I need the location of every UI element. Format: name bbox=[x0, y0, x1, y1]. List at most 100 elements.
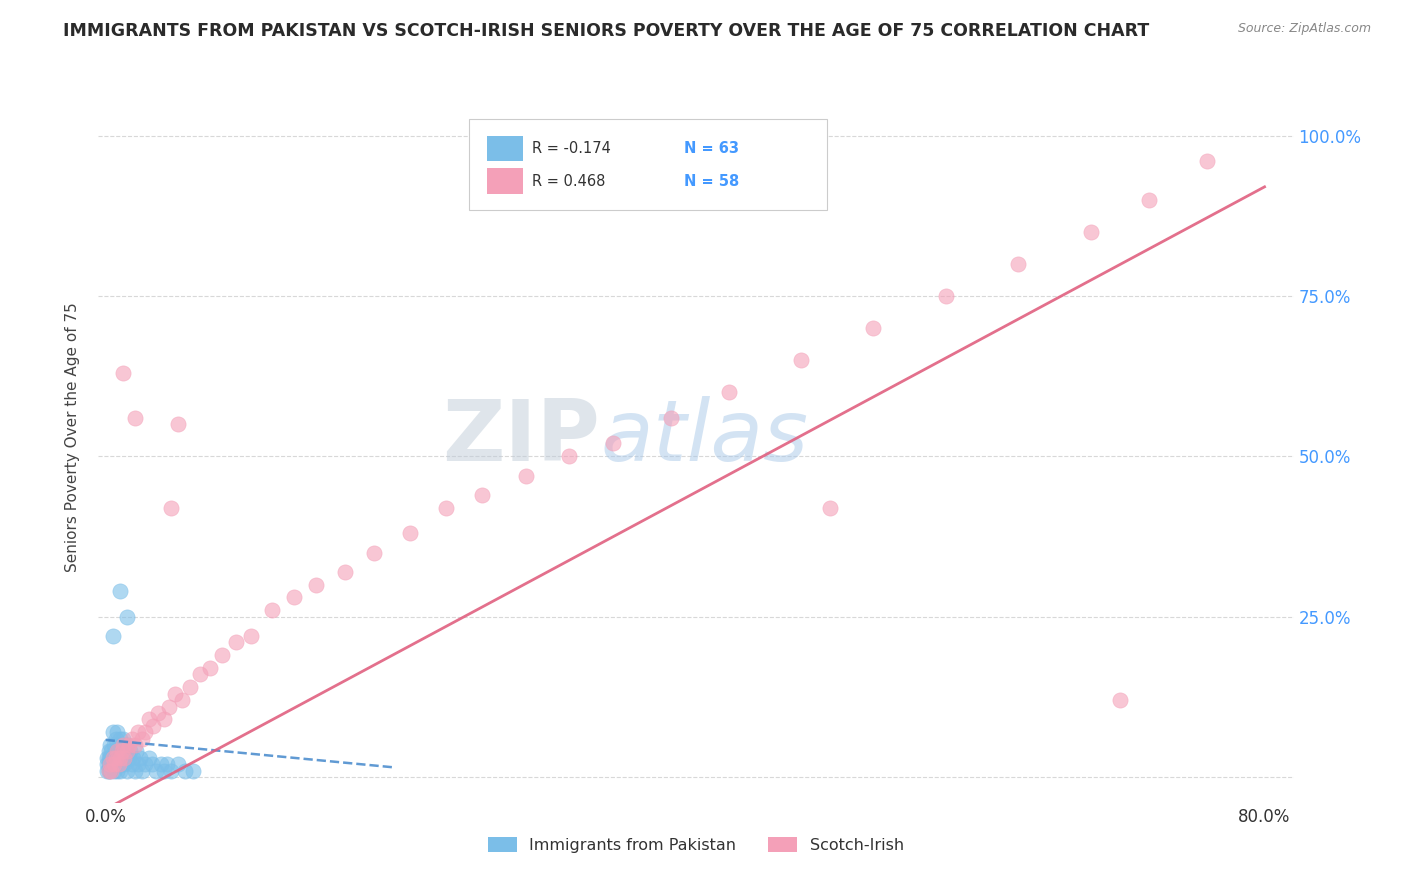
Bar bbox=[486, 168, 523, 194]
Point bbox=[114, 751, 136, 765]
Point bbox=[114, 738, 136, 752]
Point bbox=[1137, 193, 1160, 207]
Point bbox=[118, 751, 141, 765]
Point bbox=[97, 751, 120, 765]
Point bbox=[112, 738, 135, 752]
Point bbox=[138, 712, 160, 726]
Point bbox=[108, 751, 131, 765]
Point bbox=[120, 744, 142, 758]
Text: N = 63: N = 63 bbox=[685, 142, 740, 156]
Point bbox=[124, 764, 146, 778]
Point bbox=[101, 629, 124, 643]
Point bbox=[558, 450, 581, 464]
Point bbox=[935, 289, 957, 303]
Point bbox=[179, 681, 201, 695]
Point bbox=[1195, 154, 1218, 169]
Point bbox=[96, 757, 118, 772]
Point bbox=[305, 577, 328, 591]
Point bbox=[157, 699, 180, 714]
Point bbox=[399, 526, 422, 541]
Point bbox=[717, 385, 740, 400]
Point bbox=[121, 757, 143, 772]
Point bbox=[100, 751, 122, 765]
Point bbox=[108, 584, 131, 599]
Point bbox=[98, 757, 121, 772]
Point bbox=[101, 751, 124, 765]
Text: N = 58: N = 58 bbox=[685, 174, 740, 188]
Point bbox=[98, 738, 121, 752]
Point bbox=[434, 500, 457, 515]
Point bbox=[333, 565, 356, 579]
Point bbox=[103, 751, 125, 765]
Text: Source: ZipAtlas.com: Source: ZipAtlas.com bbox=[1237, 22, 1371, 36]
Point bbox=[112, 731, 135, 746]
Point bbox=[155, 757, 177, 772]
Point bbox=[112, 751, 135, 765]
Bar bbox=[486, 136, 523, 161]
Point bbox=[107, 757, 129, 772]
Point bbox=[105, 744, 128, 758]
Point bbox=[97, 757, 120, 772]
Point bbox=[100, 764, 122, 778]
Point bbox=[515, 468, 537, 483]
Point bbox=[103, 764, 125, 778]
Point bbox=[283, 591, 305, 605]
Text: atlas: atlas bbox=[600, 395, 808, 479]
Point bbox=[146, 706, 169, 720]
Point bbox=[160, 764, 183, 778]
Point bbox=[790, 353, 813, 368]
Point bbox=[117, 744, 139, 758]
Point bbox=[122, 751, 145, 765]
Point bbox=[117, 738, 139, 752]
Point bbox=[100, 757, 122, 772]
Point bbox=[152, 764, 174, 778]
Point bbox=[142, 719, 165, 733]
Text: ZIP: ZIP bbox=[443, 395, 600, 479]
Text: R = -0.174: R = -0.174 bbox=[533, 142, 612, 156]
Point bbox=[117, 609, 139, 624]
Point bbox=[181, 764, 204, 778]
Point bbox=[239, 629, 262, 643]
Point bbox=[101, 751, 124, 765]
Point bbox=[100, 744, 122, 758]
Point bbox=[145, 764, 167, 778]
Point bbox=[124, 410, 146, 425]
Point bbox=[107, 757, 129, 772]
Point bbox=[96, 751, 118, 765]
Point bbox=[108, 731, 131, 746]
Point bbox=[115, 744, 138, 758]
Point bbox=[105, 764, 128, 778]
Point bbox=[262, 603, 284, 617]
Point bbox=[160, 500, 183, 515]
Point bbox=[1007, 257, 1029, 271]
Point bbox=[97, 744, 120, 758]
Point bbox=[108, 751, 131, 765]
Point bbox=[110, 744, 132, 758]
Point bbox=[104, 731, 127, 746]
Point bbox=[141, 757, 163, 772]
Point bbox=[131, 731, 153, 746]
Point bbox=[121, 731, 143, 746]
Point bbox=[97, 764, 120, 778]
Point bbox=[108, 764, 131, 778]
Point bbox=[117, 764, 139, 778]
Point bbox=[167, 417, 190, 432]
Text: IMMIGRANTS FROM PAKISTAN VS SCOTCH-IRISH SENIORS POVERTY OVER THE AGE OF 75 CORR: IMMIGRANTS FROM PAKISTAN VS SCOTCH-IRISH… bbox=[63, 22, 1150, 40]
Point bbox=[125, 744, 148, 758]
Point bbox=[98, 757, 121, 772]
Point bbox=[131, 764, 153, 778]
Point bbox=[104, 757, 127, 772]
Point bbox=[149, 757, 172, 772]
Point bbox=[1080, 225, 1102, 239]
Point bbox=[138, 751, 160, 765]
Text: R = 0.468: R = 0.468 bbox=[533, 174, 606, 188]
Point bbox=[105, 725, 128, 739]
Point bbox=[96, 764, 118, 778]
Point bbox=[659, 410, 682, 425]
Point bbox=[188, 667, 211, 681]
Point bbox=[602, 436, 624, 450]
FancyBboxPatch shape bbox=[470, 119, 827, 211]
Point bbox=[101, 757, 124, 772]
Legend: Immigrants from Pakistan, Scotch-Irish: Immigrants from Pakistan, Scotch-Irish bbox=[479, 829, 912, 861]
Point bbox=[165, 687, 187, 701]
